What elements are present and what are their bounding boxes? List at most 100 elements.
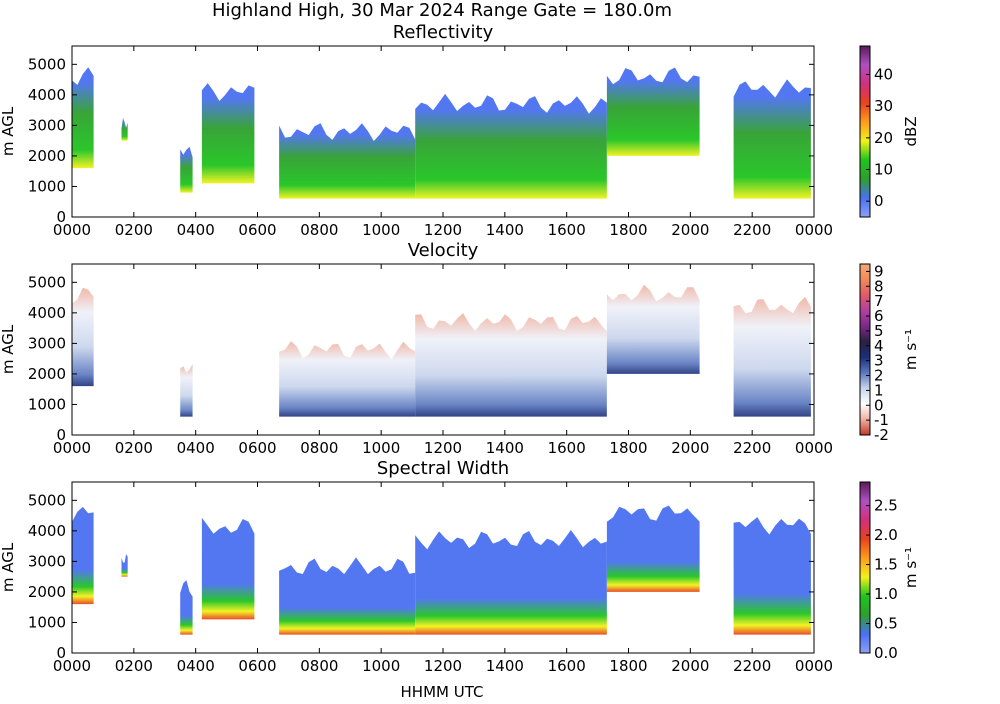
spectral-width-echo-region [733, 517, 811, 635]
spectral-width-x-tick-label: 2000 [671, 657, 709, 675]
spectral-width-x-tick-label: 0800 [300, 657, 338, 675]
velocity-echo-region [606, 284, 700, 374]
spectral-width-colorbar-tick-label: 2.0 [874, 526, 898, 544]
reflectivity-colorbar [859, 45, 871, 218]
velocity-colorbar-tick-label: 3 [874, 352, 884, 370]
reflectivity-echo-region [180, 146, 193, 193]
velocity-colorbar-tick-label: 5 [874, 322, 884, 340]
spectral-width-echo-region [72, 506, 94, 605]
spectral-width-echo-region [415, 530, 607, 635]
reflectivity-y-tick-label: 4000 [28, 86, 66, 104]
spectral-width-title: Spectral Width [377, 458, 509, 479]
reflectivity-x-tick-label: 1800 [609, 221, 647, 239]
reflectivity-colorbar-tick-label: 40 [874, 66, 893, 84]
velocity-colorbar-tick-label: 6 [874, 307, 884, 325]
spectral-width-x-tick-label: 0600 [238, 657, 276, 675]
velocity-y-tick-label: 4000 [28, 304, 66, 322]
velocity-colorbar-tick-label: 8 [874, 277, 884, 295]
spectral-width-colorbar-tick-label: 0.5 [874, 615, 898, 633]
spectral-width-echo-region [201, 517, 255, 620]
velocity-echo-region [733, 296, 811, 417]
reflectivity-x-tick-label: 2200 [733, 221, 771, 239]
spectral-width-echo-region [180, 580, 193, 635]
reflectivity-x-tick-label: 0200 [115, 221, 153, 239]
spectral-width-echo-region [279, 557, 416, 635]
velocity-colorbar-tick-label: 9 [874, 262, 884, 280]
spectral-width-colorbar-tick-label: 1.0 [874, 585, 898, 603]
spectral-width-colorbar-label: m s⁻¹ [902, 547, 920, 588]
velocity-y-tick-label: 1000 [28, 395, 66, 413]
spectral-width-colorbar-tick-label: 0.0 [874, 644, 898, 662]
velocity-echo-region [415, 313, 607, 417]
reflectivity-y-tick-label: 0 [56, 208, 66, 226]
reflectivity-colorbar-tick-label: 20 [874, 129, 893, 147]
reflectivity-echo-region [606, 67, 700, 156]
velocity-echo-region [180, 364, 193, 417]
velocity-y-tick-label: 5000 [28, 273, 66, 291]
velocity-y-tick-label: 2000 [28, 365, 66, 383]
velocity-x-tick-label: 1800 [609, 439, 647, 457]
velocity-x-tick-label: 0200 [115, 439, 153, 457]
reflectivity-echo-region [121, 118, 128, 141]
reflectivity-echo-region [415, 93, 607, 199]
velocity-x-tick-label: 1600 [548, 439, 586, 457]
velocity-echo-region [279, 341, 416, 417]
velocity-x-tick-label: 0000 [795, 439, 833, 457]
reflectivity-x-tick-label: 2000 [671, 221, 709, 239]
spectral-width-panel: Spectral Width 0 1000 2000 3000 4000 5000 0000 0… [0, 458, 920, 675]
spectral-width-x-tick-label: 0000 [53, 657, 91, 675]
reflectivity-x-tick-label: 0600 [238, 221, 276, 239]
spectral-width-x-tick-label: 0000 [795, 657, 833, 675]
velocity-y-axis-label: m AGL [0, 324, 17, 374]
reflectivity-x-tick-label: 1000 [362, 221, 400, 239]
velocity-x-tick-label: 1400 [486, 439, 524, 457]
velocity-echo-region [72, 287, 94, 387]
reflectivity-echo-region [279, 123, 416, 199]
spectral-width-y-tick-label: 5000 [28, 491, 66, 509]
spectral-width-x-tick-label: 1600 [548, 657, 586, 675]
spectral-width-y-tick-label: 1000 [28, 613, 66, 631]
reflectivity-x-tick-label: 0000 [53, 221, 91, 239]
velocity-colorbar-tick-label: -1 [874, 411, 889, 429]
spectral-width-y-axis-label: m AGL [0, 542, 17, 592]
velocity-x-tick-label: 1200 [424, 439, 462, 457]
velocity-x-tick-label: 2200 [733, 439, 771, 457]
reflectivity-x-tick-label: 1400 [486, 221, 524, 239]
spectral-width-x-tick-label: 1800 [609, 657, 647, 675]
reflectivity-y-tick-label: 1000 [28, 177, 66, 195]
velocity-colorbar-tick-label: 4 [874, 337, 884, 355]
reflectivity-y-tick-label: 3000 [28, 116, 66, 134]
velocity-x-tick-label: 1000 [362, 439, 400, 457]
reflectivity-echo-region [733, 79, 811, 199]
reflectivity-y-tick-label: 2000 [28, 147, 66, 165]
velocity-y-tick-label: 3000 [28, 334, 66, 352]
reflectivity-echo-region [72, 67, 94, 169]
velocity-colorbar-tick-label: 2 [874, 367, 884, 385]
spectral-width-colorbar-tick-label: 2.5 [874, 497, 898, 515]
spectral-width-x-tick-label: 1000 [362, 657, 400, 675]
spectral-width-echo-region [121, 554, 128, 577]
velocity-x-tick-label: 0600 [238, 439, 276, 457]
spectral-width-x-tick-label: 2200 [733, 657, 771, 675]
velocity-x-tick-label: 0400 [177, 439, 215, 457]
velocity-colorbar-tick-label: -2 [874, 426, 889, 444]
spectral-width-echo-region [606, 505, 700, 592]
reflectivity-title: Reflectivity [393, 22, 494, 43]
reflectivity-x-tick-label: 0000 [795, 221, 833, 239]
spectral-width-x-tick-label: 1400 [486, 657, 524, 675]
velocity-colorbar-label: m s⁻¹ [902, 329, 920, 370]
velocity-title: Velocity [408, 240, 479, 261]
spectral-width-y-tick-label: 3000 [28, 552, 66, 570]
velocity-colorbar-tick-label: 7 [874, 292, 884, 310]
reflectivity-echo-region [201, 83, 255, 184]
spectral-width-colorbar-tick-label: 1.5 [874, 556, 898, 574]
reflectivity-colorbar-label: dBZ [902, 116, 920, 146]
reflectivity-colorbar-tick-label: 0 [874, 192, 884, 210]
spectral-width-y-tick-label: 4000 [28, 522, 66, 540]
reflectivity-y-axis-label: m AGL [0, 106, 17, 156]
reflectivity-x-tick-label: 0400 [177, 221, 215, 239]
velocity-x-tick-label: 2000 [671, 439, 709, 457]
